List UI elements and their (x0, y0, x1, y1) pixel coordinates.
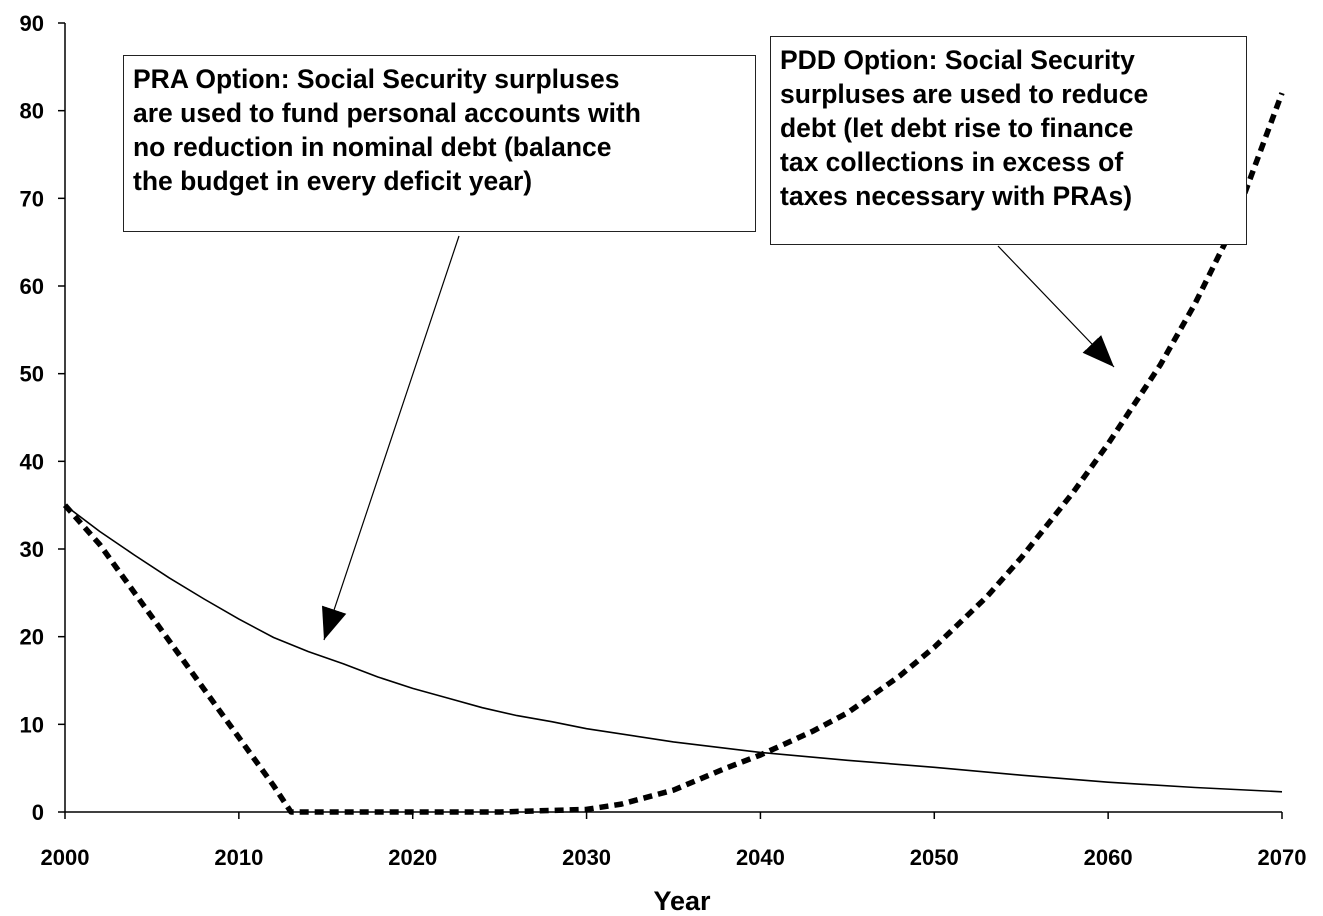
pdd-annotation-line: surpluses are used to reduce (780, 77, 1238, 111)
pra-arrow (324, 236, 459, 640)
x-axis-title: Year (653, 886, 711, 916)
y-tick-label: 10 (20, 712, 44, 737)
y-tick-label: 60 (20, 274, 44, 299)
x-tick-label: 2000 (41, 845, 90, 870)
x-tick-label: 2070 (1258, 845, 1307, 870)
y-tick-label: 80 (20, 99, 44, 124)
y-tick-label: 50 (20, 362, 44, 387)
pdd-arrow (998, 246, 1114, 367)
y-tick-label: 90 (20, 11, 44, 36)
y-tick-label: 70 (20, 186, 44, 211)
pra-annotation-line: the budget in every deficit year) (133, 164, 747, 198)
pdd-annotation-line: debt (let debt rise to finance (780, 111, 1238, 145)
y-tick-label: 30 (20, 537, 44, 562)
x-tick-label: 2020 (388, 845, 437, 870)
y-axis: 0 10 20 30 40 50 60 70 80 90 (20, 11, 65, 825)
pdd-annotation-box: PDD Option: Social Security surpluses ar… (770, 36, 1247, 245)
y-tick-label: 0 (32, 800, 44, 825)
pra-annotation-line: no reduction in nominal debt (balance (133, 130, 747, 164)
x-tick-label: 2060 (1084, 845, 1133, 870)
x-ticks: 2000 2010 2020 2030 2040 2050 2060 2070 (41, 812, 1307, 870)
x-tick-label: 2030 (562, 845, 611, 870)
pdd-annotation-line: tax collections in excess of (780, 145, 1238, 179)
pdd-annotation-line: PDD Option: Social Security (780, 43, 1238, 77)
x-tick-label: 2010 (214, 845, 263, 870)
x-tick-label: 2040 (736, 845, 785, 870)
y-tick-label: 20 (20, 625, 44, 650)
x-tick-label: 2050 (910, 845, 959, 870)
pra-annotation-line: PRA Option: Social Security surpluses (133, 62, 747, 96)
pra-annotation-box: PRA Option: Social Security surpluses ar… (123, 55, 756, 232)
pra-annotation-line: are used to fund personal accounts with (133, 96, 747, 130)
pdd-annotation-line: taxes necessary with PRAs) (780, 179, 1238, 213)
y-tick-label: 40 (20, 449, 44, 474)
x-axis: 2000 2010 2020 2030 2040 2050 2060 2070 (41, 812, 1307, 870)
y-ticks: 0 10 20 30 40 50 60 70 80 90 (20, 11, 65, 825)
